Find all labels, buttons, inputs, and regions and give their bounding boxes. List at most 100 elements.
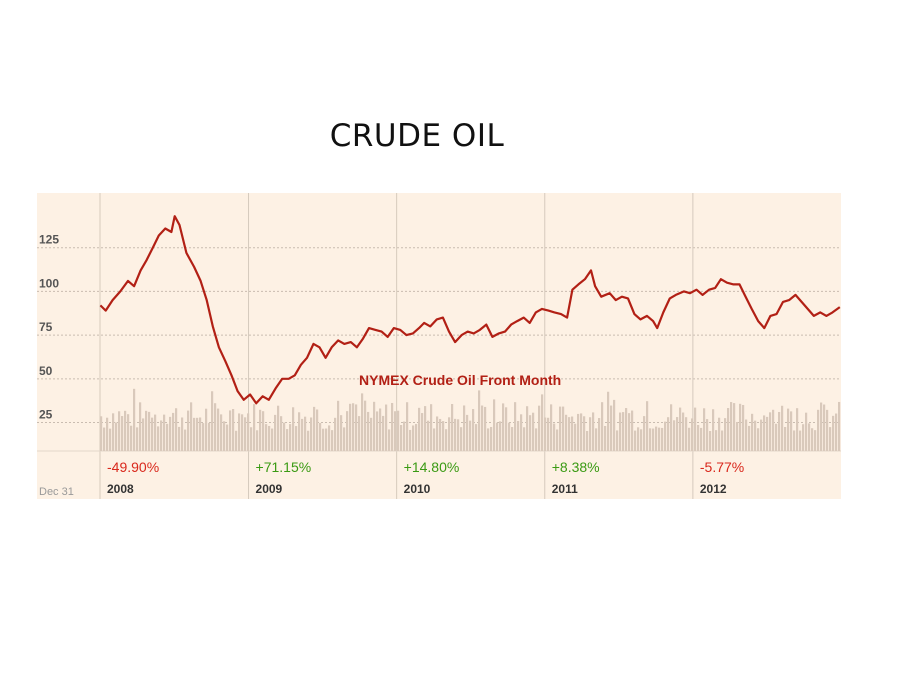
volume-bar xyxy=(487,428,490,451)
price-chart: 125 100 75 50 25 NYMEX Crude Oil Front Month D… xyxy=(37,193,841,499)
volume-bar xyxy=(739,403,742,451)
volume-bar xyxy=(181,417,184,451)
volume-bar xyxy=(790,411,793,451)
volume-bar xyxy=(745,419,748,451)
volume-bar xyxy=(442,421,445,451)
volume-bar xyxy=(100,416,103,451)
volume-bar xyxy=(151,417,154,451)
volume-bar xyxy=(817,409,820,451)
volume-bar xyxy=(433,428,436,451)
volume-bar xyxy=(142,418,145,451)
volume-bar xyxy=(424,406,427,451)
volume-bar xyxy=(397,410,400,451)
volume-bar xyxy=(382,415,385,451)
volume-bar xyxy=(166,423,169,451)
volume-bar xyxy=(313,406,316,451)
volume-bar xyxy=(574,423,577,451)
y-tick-label: 100 xyxy=(39,276,59,290)
volume-bar xyxy=(796,408,799,451)
volume-bar xyxy=(361,393,364,451)
volume-bar xyxy=(514,402,517,451)
volume-bar xyxy=(139,402,142,451)
volume-bar xyxy=(673,420,676,451)
volume-bar xyxy=(118,411,121,451)
volume-bar xyxy=(787,408,790,451)
volume-bar xyxy=(238,413,241,451)
volume-bar xyxy=(319,422,322,451)
volume-bar xyxy=(136,427,139,451)
volume-bar xyxy=(172,412,175,451)
volume-bar xyxy=(733,403,736,451)
volume-bar xyxy=(130,425,133,451)
volume-bar xyxy=(556,429,559,451)
volume-bar xyxy=(178,426,181,451)
volume-bar xyxy=(604,425,607,451)
volume-bar xyxy=(430,404,433,451)
volume-bar xyxy=(349,403,352,451)
volume-bar xyxy=(781,405,784,451)
volume-bar xyxy=(190,402,193,451)
volume-bar xyxy=(658,427,661,451)
volume-bar xyxy=(679,407,682,451)
volume-bar xyxy=(331,430,334,451)
volume-bar xyxy=(754,420,757,451)
volume-bar xyxy=(145,410,148,451)
volume-bar xyxy=(706,419,709,451)
volume-bar xyxy=(298,412,301,451)
slide-title: CRUDE OIL xyxy=(329,118,505,154)
volume-bar xyxy=(742,404,745,451)
volume-bar xyxy=(301,418,304,451)
volume-bar xyxy=(217,408,220,451)
volume-bar xyxy=(709,430,712,451)
volume-bar xyxy=(469,420,472,451)
volume-bar xyxy=(214,403,217,451)
volume-bar xyxy=(829,427,832,451)
volume-bar xyxy=(703,408,706,451)
volume-bar xyxy=(286,429,289,451)
volume-bar xyxy=(109,428,112,451)
volume-bar xyxy=(103,427,106,451)
volume-bar xyxy=(268,425,271,451)
volume-bar xyxy=(247,413,250,451)
volume-bar xyxy=(652,428,655,451)
volume-bar xyxy=(412,425,415,451)
volume-bar xyxy=(229,410,232,451)
volume-bar xyxy=(307,430,310,451)
volume-bar xyxy=(700,427,703,451)
volume-bar xyxy=(481,405,484,451)
volume-bar xyxy=(358,416,361,451)
volume-bar xyxy=(436,416,439,451)
volume-bar xyxy=(538,405,541,451)
volume-bar xyxy=(472,409,475,451)
volume-bar xyxy=(379,408,382,451)
volume-bar xyxy=(751,413,754,451)
volume-bar xyxy=(343,427,346,451)
volume-bar xyxy=(715,430,718,451)
volume-bar xyxy=(199,417,202,451)
volume-bar xyxy=(193,417,196,451)
volume-bar xyxy=(163,414,166,451)
volume-bar xyxy=(598,418,601,451)
volume-bar xyxy=(826,409,829,451)
volume-bar xyxy=(511,427,514,451)
y-tick-label: 50 xyxy=(39,364,53,378)
volume-bar xyxy=(640,429,643,451)
volume-bar xyxy=(160,420,163,451)
volume-bar xyxy=(670,404,673,451)
volume-bar xyxy=(634,430,637,451)
volume-bar xyxy=(415,424,418,451)
volume-bar xyxy=(778,411,781,451)
volume-bar xyxy=(688,427,691,451)
year-change-label: +14.80% xyxy=(404,459,460,475)
volume-bar xyxy=(763,415,766,451)
volume-bar xyxy=(115,422,118,451)
volume-bar xyxy=(427,420,430,451)
volume-bar xyxy=(133,388,136,451)
volume-bar xyxy=(691,418,694,451)
volume-bar xyxy=(586,430,589,451)
volume-bar xyxy=(127,414,130,451)
volume-bar xyxy=(352,403,355,451)
volume-bar xyxy=(265,424,268,451)
volume-bar xyxy=(523,427,526,451)
year-change-label: +71.15% xyxy=(256,459,312,475)
